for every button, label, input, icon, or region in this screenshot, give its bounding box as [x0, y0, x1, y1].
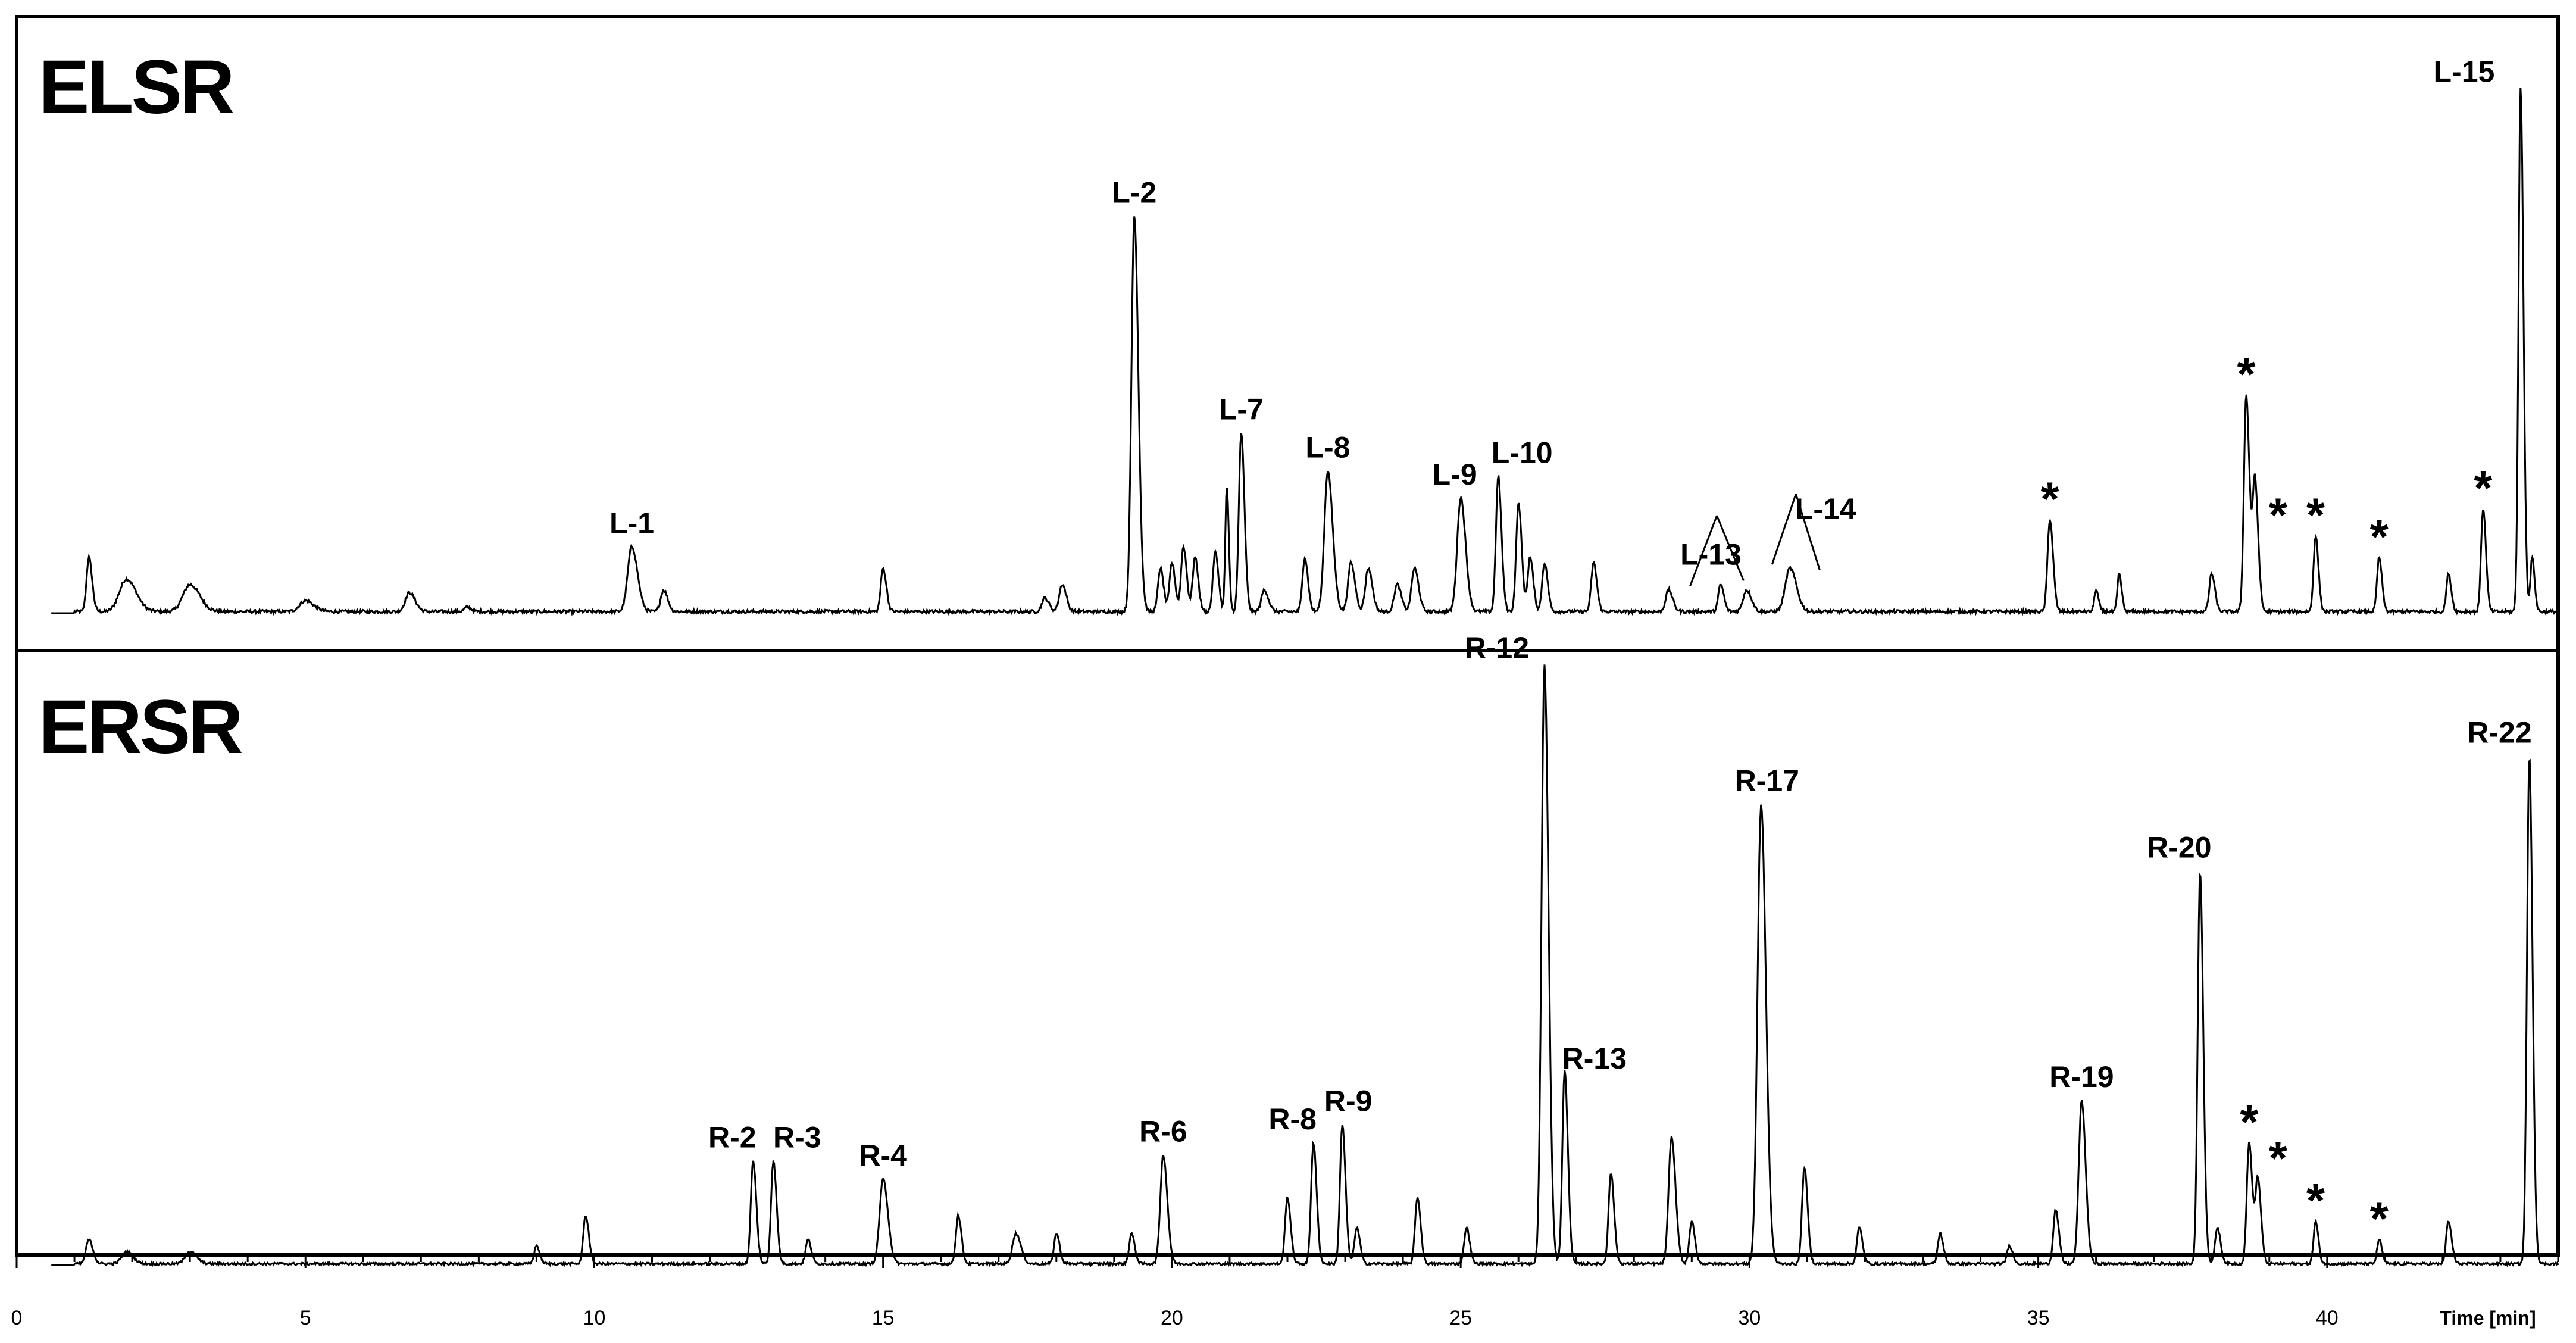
asterisk-marker: *	[2240, 1095, 2259, 1148]
peak-label-r-13: R-13	[1562, 1042, 1627, 1075]
peak-label-r-20: R-20	[2147, 830, 2211, 864]
peak-label-l-13: L-13	[1680, 538, 1742, 571]
peak-label-r-9: R-9	[1324, 1085, 1373, 1118]
asterisk-marker: *	[2306, 1174, 2325, 1227]
panel-label-ersr: ERSR	[39, 685, 242, 770]
panel-ersr: ERSR R-2 R-3 R-4 R-6 R-8R-9 R-12 R-13 R-17 R-19 R-…	[39, 631, 2559, 1268]
peak-label-r-2: R-2	[708, 1120, 756, 1154]
chart-frame	[15, 15, 2560, 1257]
panel-label-elsr: ELSR	[39, 45, 233, 130]
x-tick-label: 40	[2316, 1307, 2339, 1329]
x-axis: 0 5 10 15 20 25 30 35 40 Time [min]	[11, 1255, 2559, 1329]
l13-connector-left	[1689, 515, 1718, 587]
peak-label-r-22: R-22	[2467, 716, 2531, 749]
trace-ersr	[51, 664, 2559, 1268]
x-axis-title: Time [min]	[2440, 1307, 2536, 1329]
x-tick-label: 15	[872, 1307, 895, 1329]
x-tick-label: 30	[1738, 1307, 1761, 1329]
peak-label-l-7: L-7	[1219, 393, 1264, 426]
peak-label-l-10: L-10	[1492, 436, 1553, 470]
peak-label-l-8: L-8	[1305, 430, 1350, 464]
asterisk-marker: *	[2269, 489, 2288, 542]
x-tick-label: 20	[1161, 1307, 1183, 1329]
peak-label-l-1: L-1	[609, 507, 654, 540]
peak-label-r-19: R-19	[2049, 1060, 2114, 1094]
asterisk-marker: *	[2237, 348, 2256, 401]
asterisk-marker: *	[2306, 489, 2325, 542]
x-tick-label: 10	[583, 1307, 606, 1329]
asterisk-marker: *	[2269, 1132, 2288, 1185]
panel-elsr: ELSR L-1 L-2 L-7 L-8 L-9 L-10 L-13 L-14 L-15 * * * * *…	[39, 45, 2559, 617]
x-tick-label: 0	[11, 1307, 23, 1329]
l13-connector-right	[1716, 515, 1745, 581]
peak-label-r-12: R-12	[1465, 631, 1529, 664]
peak-label-l-14: L-14	[1795, 492, 1856, 526]
x-tick-label: 35	[2027, 1307, 2050, 1329]
x-tick-label: 5	[300, 1307, 311, 1329]
peak-label-l-9: L-9	[1433, 458, 1477, 491]
trace-elsr	[51, 88, 2559, 617]
asterisk-marker: *	[2474, 461, 2493, 514]
asterisk-marker: *	[2040, 472, 2059, 525]
peak-label-r-17: R-17	[1735, 764, 1799, 798]
l14-connector-right	[1795, 494, 1821, 570]
x-tick-label: 25	[1449, 1307, 1472, 1329]
peak-label-l-15: L-15	[2434, 55, 2495, 88]
peak-label-r-6: R-6	[1139, 1114, 1187, 1148]
peak-label-r-3: R-3	[773, 1120, 821, 1154]
asterisk-marker: *	[2370, 1192, 2389, 1245]
peak-label-l-2: L-2	[1112, 176, 1156, 210]
l14-connector-left	[1771, 494, 1797, 565]
peak-label-r-4: R-4	[859, 1139, 907, 1172]
peak-label-r-8: R-8	[1268, 1102, 1317, 1136]
asterisk-marker: *	[2370, 510, 2389, 563]
